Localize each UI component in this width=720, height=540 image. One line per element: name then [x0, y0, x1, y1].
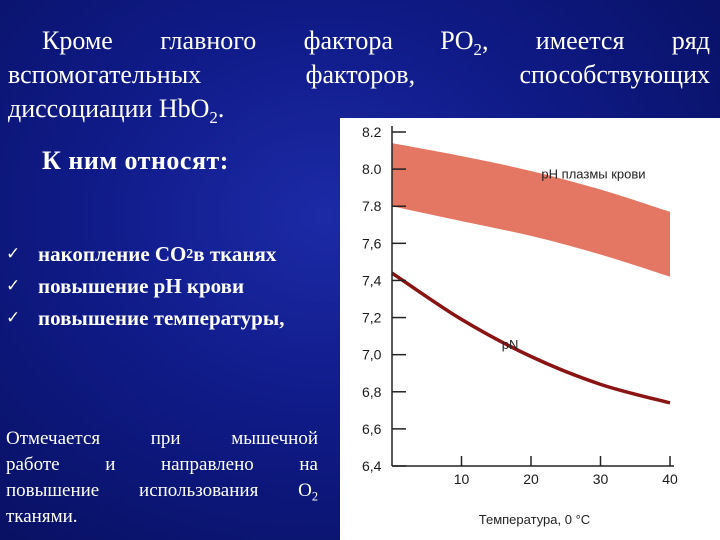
intro-text: Кроме главного фактора PO [42, 26, 474, 55]
note-paragraph: Отмечается при мышечной работе и направл… [6, 426, 318, 530]
intro-text: , имеется ряд [481, 26, 710, 55]
y-tick-label: 7,0 [362, 347, 382, 363]
intro-paragraph: Кроме главного фактора PO2, имеется ряд … [8, 24, 710, 126]
intro-text: . [217, 94, 225, 123]
y-tick-label: 7,4 [362, 272, 382, 288]
subscript: 2 [311, 489, 318, 504]
intro-text: диссоциации HbO [8, 94, 210, 123]
y-tick-label: 7,2 [362, 310, 382, 326]
checkmark-icon: ✓ [6, 276, 21, 295]
note-line-3: повышение использования O2 [6, 478, 318, 504]
chart-canvas: 8.2 8.0 7.8 7,6 7,4 7,2 7,0 6,8 6,6 6,4 10 20 30 40 pH… [362, 124, 678, 527]
list-item: ✓ повышение температуры, [6, 302, 285, 334]
ph-plasma-band [392, 143, 670, 277]
note-line-1: Отмечается при мышечной [6, 428, 318, 449]
list-item-text: накопление CO [38, 242, 187, 266]
subscript: 2 [209, 107, 218, 127]
x-tick-label: 40 [662, 471, 678, 487]
y-tick-label: 8.0 [362, 161, 382, 177]
list-item-text: повышение температуры, [38, 306, 285, 330]
list-item: ✓ повышение pH крови [6, 270, 285, 302]
list-item: ✓ накопление CO 2 в тканях [6, 238, 285, 270]
x-tick-label: 30 [593, 471, 609, 487]
list-item-text: в тканях [193, 242, 277, 266]
note-line-4: тканями. [6, 506, 78, 527]
factor-list: ✓ накопление CO 2 в тканях ✓ повышение pH… [6, 238, 285, 334]
checkmark-icon: ✓ [6, 308, 21, 327]
ph-temperature-chart: 8.2 8.0 7.8 7,6 7,4 7,2 7,0 6,8 6,6 6,4 10 20 30 40 pH… [340, 118, 720, 540]
y-tick-label: 6,8 [362, 384, 382, 400]
y-tick-label: 6,4 [362, 458, 382, 474]
intro-line-2: вспомогательных факторов, способствующих [8, 60, 710, 89]
y-tick-label: 7.8 [362, 198, 382, 214]
series-label-ph-plasma: pH плазмы крови [541, 166, 645, 181]
note-line-2: работе и направлено на [6, 454, 318, 475]
list-heading: К ним относят: [42, 146, 229, 175]
x-axis-title: Температура, 0 °С [479, 512, 590, 527]
intro-line-3: диссоциации HbO2. [8, 92, 710, 126]
y-tick-label: 8.2 [362, 124, 382, 140]
y-tick-label: 7,6 [362, 235, 382, 251]
series-label-pn: pN [502, 337, 519, 352]
y-tick-label: 6,6 [362, 421, 382, 437]
x-tick-label: 20 [523, 471, 539, 487]
subscript: 2 [473, 39, 482, 59]
note-text: повышение использования O [6, 480, 312, 501]
pn-series-line [391, 271, 671, 405]
list-item-text: повышение pH крови [38, 274, 245, 298]
checkmark-icon: ✓ [6, 244, 21, 263]
intro-line-1: Кроме главного фактора PO2, имеется ряд [8, 24, 710, 58]
x-tick-label: 10 [454, 471, 470, 487]
